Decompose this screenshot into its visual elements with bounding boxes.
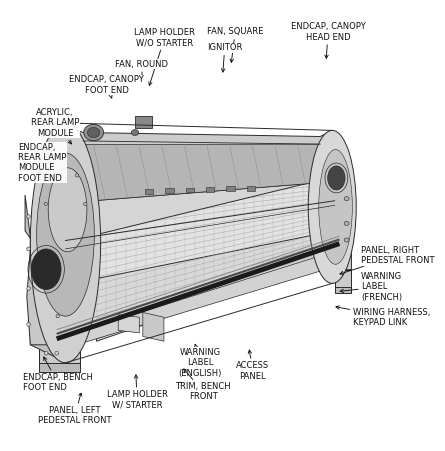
Ellipse shape [75, 174, 79, 177]
Ellipse shape [27, 322, 30, 326]
Text: ENDCAP, BENCH
FOOT END: ENDCAP, BENCH FOOT END [23, 357, 93, 392]
Ellipse shape [36, 153, 94, 316]
Text: ENDCAP, CANOPY
FOOT END: ENDCAP, CANOPY FOOT END [69, 75, 144, 98]
Ellipse shape [55, 351, 59, 355]
Ellipse shape [56, 314, 59, 318]
Bar [135, 116, 151, 129]
Polygon shape [37, 123, 344, 218]
Text: ENDCAP,
REAR LAMP
MODULE
FOOT END: ENDCAP, REAR LAMP MODULE FOOT END [18, 143, 66, 183]
Text: ACRYLIC,
REAR LAMP
MODULE: ACRYLIC, REAR LAMP MODULE [31, 108, 79, 144]
Polygon shape [118, 315, 139, 333]
Text: ACCESS
PANEL: ACCESS PANEL [236, 350, 269, 381]
Polygon shape [39, 345, 80, 363]
Ellipse shape [344, 197, 349, 201]
Text: PANEL, RIGHT
PEDESTAL FRONT: PANEL, RIGHT PEDESTAL FRONT [340, 246, 435, 275]
Ellipse shape [328, 166, 345, 190]
Polygon shape [25, 195, 55, 357]
Text: WIRING HARNESS,
KEYPAD LINK: WIRING HARNESS, KEYPAD LINK [336, 306, 430, 327]
Polygon shape [143, 313, 164, 341]
Text: PANEL, LEFT
PEDESTAL FRONT: PANEL, LEFT PEDESTAL FRONT [38, 392, 112, 425]
Ellipse shape [48, 168, 87, 252]
Polygon shape [97, 147, 312, 235]
Bar [206, 187, 214, 192]
Polygon shape [71, 144, 328, 202]
Text: FAN, SQUARE: FAN, SQUARE [207, 28, 263, 63]
Ellipse shape [344, 238, 349, 242]
Bar [145, 189, 153, 193]
Ellipse shape [84, 202, 87, 206]
Text: ENDCAP, CANOPY
HEAD END: ENDCAP, CANOPY HEAD END [291, 22, 365, 58]
Bar [165, 188, 174, 193]
Ellipse shape [27, 215, 30, 218]
Bar [247, 186, 255, 191]
Ellipse shape [53, 174, 56, 177]
Polygon shape [97, 144, 312, 341]
Ellipse shape [30, 123, 101, 363]
Polygon shape [57, 254, 325, 351]
Text: WARNING
LABEL
(ENGLISH): WARNING LABEL (ENGLISH) [178, 344, 222, 377]
Bar [186, 188, 194, 193]
Text: FAN, ROUND: FAN, ROUND [116, 60, 169, 79]
Ellipse shape [131, 129, 139, 135]
Polygon shape [27, 249, 48, 345]
Polygon shape [335, 180, 352, 270]
Ellipse shape [44, 351, 48, 355]
Bar [227, 186, 235, 191]
Text: IGNITOR: IGNITOR [207, 43, 243, 72]
Text: LAMP HOLDER
W/ STARTER: LAMP HOLDER W/ STARTER [107, 375, 167, 410]
Ellipse shape [84, 124, 104, 141]
Ellipse shape [27, 286, 30, 290]
Polygon shape [39, 345, 80, 373]
Polygon shape [335, 270, 352, 287]
Ellipse shape [31, 249, 61, 290]
Polygon shape [48, 230, 340, 339]
Ellipse shape [27, 247, 30, 251]
Text: LAMP HOLDER
W/O STARTER: LAMP HOLDER W/O STARTER [134, 28, 195, 85]
Polygon shape [335, 270, 352, 293]
Text: TRIM, BENCH
FRONT: TRIM, BENCH FRONT [175, 369, 231, 401]
Ellipse shape [344, 221, 349, 226]
Ellipse shape [44, 202, 47, 206]
Ellipse shape [308, 130, 356, 283]
Text: WARNING
LABEL
(FRENCH): WARNING LABEL (FRENCH) [340, 272, 402, 302]
Ellipse shape [87, 127, 100, 138]
Ellipse shape [319, 150, 352, 264]
Ellipse shape [42, 268, 46, 271]
